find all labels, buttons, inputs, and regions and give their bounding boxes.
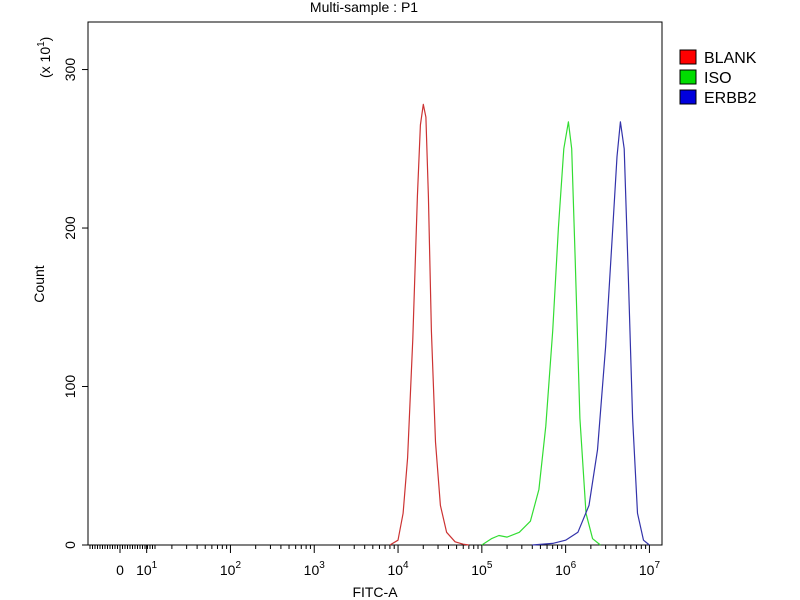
legend-swatch-blank: [679, 49, 697, 65]
y-multiplier-label: (x 101): [36, 37, 53, 78]
x-tick-label: 104: [387, 560, 409, 578]
x-tick-exp: 5: [487, 560, 493, 571]
legend-swatch-iso: [679, 69, 697, 85]
x-tick-base: 10: [136, 562, 152, 578]
series-layer: [389, 103, 650, 546]
x-tick-base: 10: [555, 562, 571, 578]
x-tick-label: 103: [304, 560, 326, 578]
x-tick-exp: 4: [403, 560, 409, 571]
y-tick-label: 100: [62, 375, 78, 399]
legend: BLANK ISO ERBB2: [679, 49, 757, 107]
x-tick-label: 105: [471, 560, 493, 578]
series-line-iso: [481, 121, 601, 546]
x-tick-exp: 7: [654, 560, 660, 571]
x-tick-base: 10: [387, 562, 403, 578]
series-line-erbb2: [532, 121, 650, 546]
y-multiplier-text: (x 10: [37, 47, 53, 78]
x-tick-base: 10: [304, 562, 320, 578]
legend-label-iso: ISO: [704, 70, 732, 87]
x-tick-exp: 2: [235, 560, 241, 571]
x-axis-label: FITC-A: [352, 584, 398, 600]
y-multiplier-close: ): [37, 37, 53, 42]
x-tick-base: 10: [220, 562, 236, 578]
x-axis: 0 101 102 103 104 105 106 107: [89, 545, 661, 578]
chart-title: Multi-sample : P1: [310, 0, 418, 15]
x-tick-label: 101: [136, 560, 158, 578]
y-multiplier-exp: 1: [36, 41, 47, 47]
y-tick-label: 200: [62, 216, 78, 240]
x-tick-exp: 1: [152, 560, 158, 571]
y-tick-label: 0: [62, 541, 78, 549]
x-tick-exp: 6: [571, 560, 577, 571]
plot-area: [87, 21, 663, 546]
x-tick-label: 0: [116, 562, 124, 578]
y-tick-label: 300: [62, 58, 78, 82]
y-axis-label: Count: [31, 265, 47, 302]
x-tick-label: 102: [220, 560, 242, 578]
x-tick-base: 0: [116, 562, 124, 578]
x-tick-base: 10: [639, 562, 655, 578]
legend-label-blank: BLANK: [704, 50, 757, 67]
legend-label-erbb2: ERBB2: [704, 90, 757, 107]
x-tick-label: 107: [639, 560, 661, 578]
legend-swatch-erbb2: [679, 89, 697, 105]
x-tick-base: 10: [471, 562, 487, 578]
series-line-blank: [389, 103, 469, 546]
y-axis: 0 100 200 300: [62, 58, 88, 549]
x-tick-exp: 3: [319, 560, 325, 571]
x-tick-label: 106: [555, 560, 577, 578]
